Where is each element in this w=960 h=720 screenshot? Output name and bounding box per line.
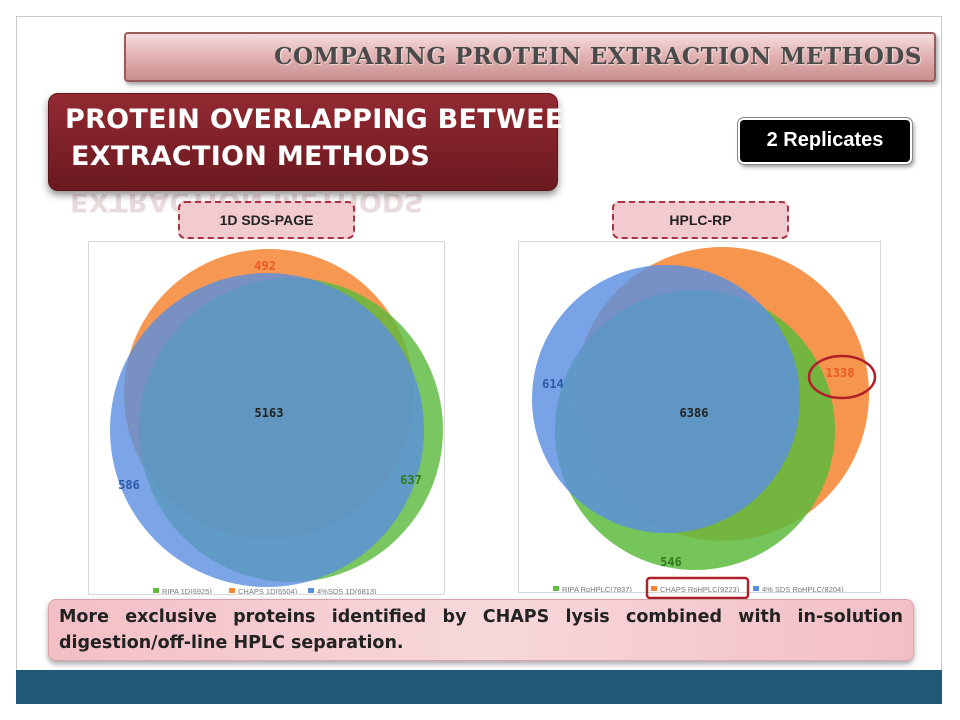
conclusion-box: More exclusive proteins identified by CH… [48, 599, 914, 661]
slide-title-line-1: PROTEIN OVERLAPPING BETWEEN [65, 104, 587, 135]
venn-circle-sds [110, 273, 424, 587]
legend-swatch-ripa [153, 588, 159, 593]
venn-value-sds-only: 586 [118, 478, 140, 492]
legend-swatch-chaps [651, 586, 657, 591]
venn-diagram-hplc-rp: 6386 614 1338 546 RIPA RpHPLC(7837) CHAP… [532, 247, 869, 593]
legend-chaps: CHAPS RpHPLC(9223) [660, 585, 740, 593]
replicates-badge-label: 2 Replicates [766, 129, 884, 151]
legend-sds: 4%SDS 1D(6813) [317, 587, 377, 595]
venn-value-ripa-only: 637 [400, 473, 422, 487]
venn-panel-sds-page: 5163 492 586 637 RIPA 1D(6925) CHAPS 1D(… [88, 241, 445, 595]
venn-circle-sds [532, 265, 800, 533]
header-title: COMPARING PROTEIN EXTRACTION METHODS [274, 43, 922, 70]
method-label-sds-page: 1D SDS-PAGE [178, 201, 355, 239]
legend-ripa: RIPA RpHPLC(7837) [562, 585, 632, 593]
replicates-badge: 2 Replicates [738, 118, 912, 164]
legend-sds: 4% SDS RpHPLC(8204) [762, 585, 844, 593]
legend-chaps: CHAPS 1D(6504) [238, 587, 298, 595]
venn-value-center: 5163 [255, 406, 284, 420]
legend-swatch-ripa [553, 586, 559, 591]
venn-value-chaps-only: 492 [254, 259, 276, 273]
legend-swatch-chaps [229, 588, 235, 593]
slide-title-line-2: EXTRACTION METHODS [71, 141, 431, 172]
venn-value-center: 6386 [680, 406, 709, 420]
venn-value-chaps-only: 1338 [826, 366, 855, 380]
header-banner: COMPARING PROTEIN EXTRACTION METHODS [124, 32, 936, 82]
footer-band [16, 670, 942, 704]
conclusion-text: More exclusive proteins identified by CH… [59, 607, 903, 653]
legend-ripa: RIPA 1D(6925) [162, 587, 212, 595]
venn-value-sds-only: 614 [542, 377, 564, 391]
venn-panel-hplc-rp: 6386 614 1338 546 RIPA RpHPLC(7837) CHAP… [518, 241, 881, 593]
venn-value-ripa-only: 546 [660, 555, 682, 569]
slide-title-box: PROTEIN OVERLAPPING BETWEEN EXTRACTION M… [48, 93, 586, 191]
venn-diagram-sds-page: 5163 492 586 637 RIPA 1D(6925) CHAPS 1D(… [110, 249, 443, 595]
legend-swatch-sds [753, 586, 759, 591]
method-label-hplc-rp: HPLC-RP [612, 201, 789, 239]
legend-swatch-sds [308, 588, 314, 593]
